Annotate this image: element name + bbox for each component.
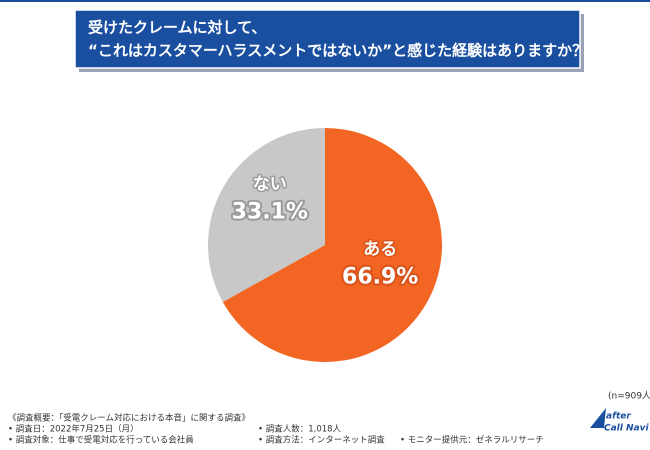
logo-mark — [590, 408, 606, 428]
note: • 調査人数：1,018人 — [258, 424, 342, 435]
logo-text: after — [606, 412, 631, 422]
slice-value-label: 33.1% — [232, 200, 308, 225]
note: • 調査日：2022年7月25日（月） — [8, 424, 139, 435]
sample-note: (n=909人) — [608, 391, 650, 402]
note: 《調査概要：「受電クレーム対応における本音」に関する調査》 — [8, 413, 250, 424]
pie-slice — [208, 128, 325, 303]
chart-title: 受けたクレームに対して、 — [88, 19, 266, 37]
pie-slice — [222, 128, 443, 362]
note: • 調査対象：仕事で受電対応を行っている会社員 — [8, 435, 194, 446]
title-box — [74, 9, 581, 69]
slice-label: ある — [363, 239, 397, 259]
note: • モニター提供元：ゼネラルリサーチ — [400, 435, 544, 446]
top-border — [0, 0, 650, 2]
slice-label: ない — [253, 175, 287, 195]
logo-text: Call Navi — [604, 424, 649, 434]
slice-value-label: 66.9% — [342, 264, 418, 289]
chart-title: “これはカスタマーハラスメントではないか”と感じた経験はありますか？ — [88, 42, 587, 60]
note: • 調査方法：インターネット調査 — [258, 435, 385, 446]
